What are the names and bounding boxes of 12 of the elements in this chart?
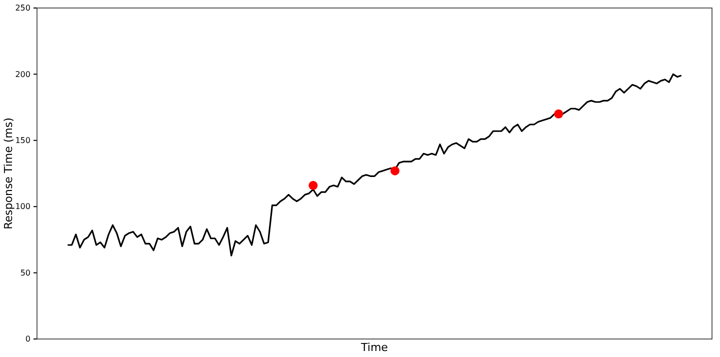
y-tick-label: 150: [15, 136, 30, 145]
y-tick-label: 200: [15, 70, 30, 79]
line-series: [66, 73, 682, 256]
y-tick-label: 100: [15, 202, 30, 212]
point: [554, 109, 564, 118]
y-axis-title: Response Time (ms): [2, 118, 15, 230]
y-tick-label: 50: [20, 268, 30, 278]
x-axis-title: Time: [360, 341, 388, 354]
point: [308, 180, 318, 190]
y-tick-label: 0: [25, 334, 30, 344]
y-tick-label: 250: [15, 4, 30, 13]
point: [390, 166, 400, 176]
